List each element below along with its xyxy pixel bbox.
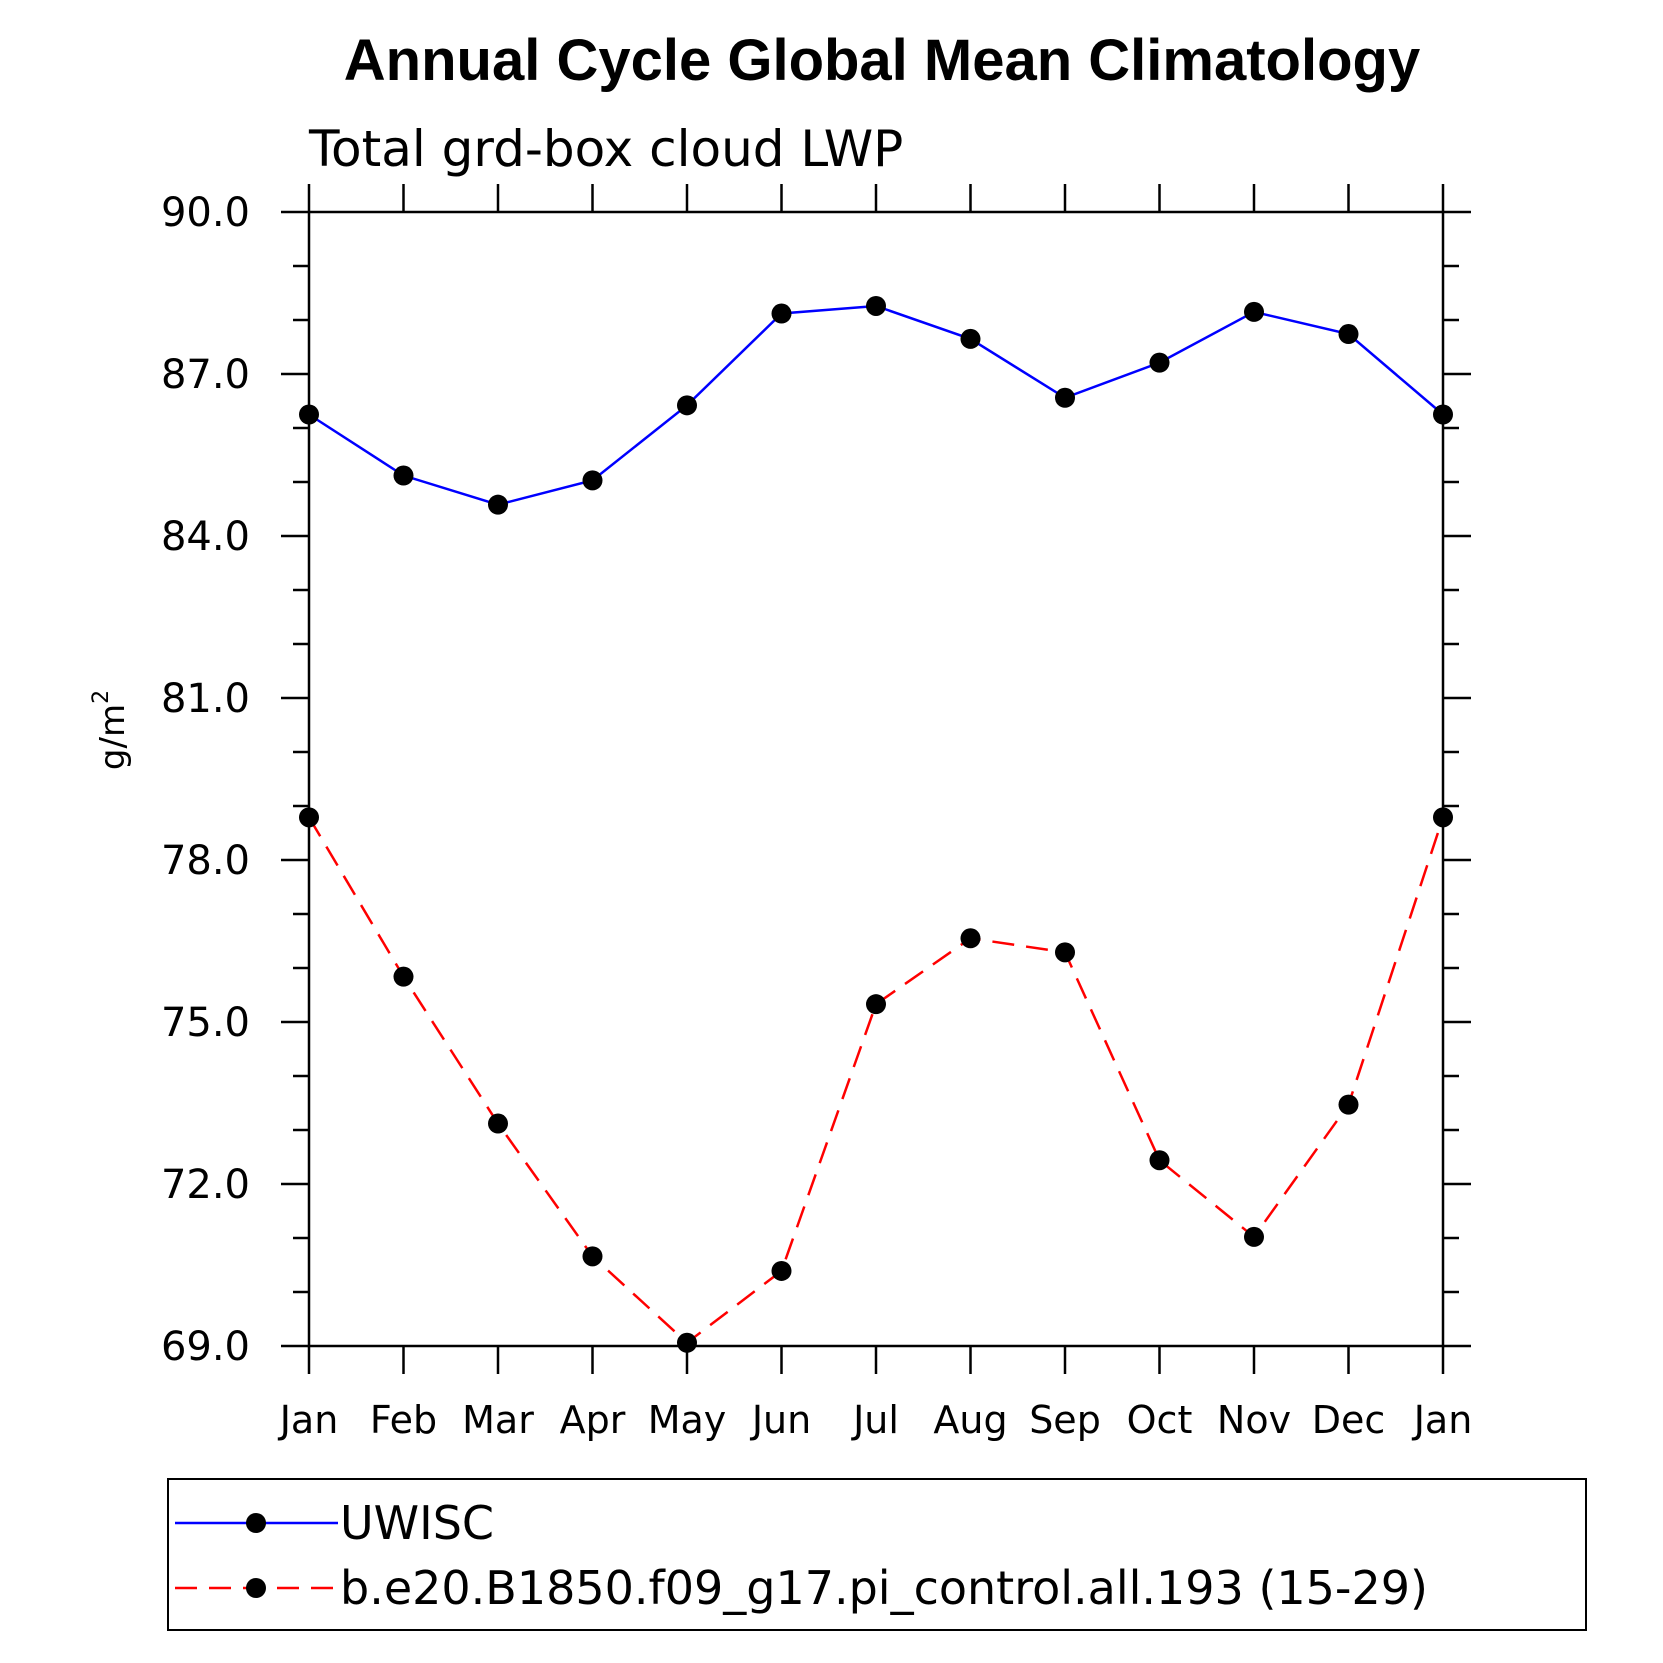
legend-label: b.e20.B1850.f09_g17.pi_control.all.193 (… [340, 1561, 1428, 1615]
legend-marker [246, 1578, 266, 1598]
x-tick-labels: Jan Feb Mar Apr May Jun Jul Aug Sep Oct Nov Dec Jan [278, 1398, 1473, 1442]
x-tick-label: Mar [462, 1398, 534, 1442]
data-point [866, 295, 886, 316]
y-tick-label: 87.0 [161, 352, 250, 398]
x-tick-label: Aug [933, 1398, 1007, 1442]
x-tick-label: Jan [1412, 1398, 1473, 1442]
series-line-1 [308, 304, 1444, 506]
data-point [1055, 942, 1075, 963]
data-point [1338, 324, 1359, 345]
x-tick-label: Apr [560, 1398, 626, 1442]
x-tick-label: Jun [750, 1398, 811, 1442]
y-tick-label: 72.0 [161, 1162, 250, 1208]
x-tick-label: Jul [851, 1398, 899, 1442]
x-tick-label: Nov [1217, 1398, 1291, 1442]
data-point [677, 395, 697, 416]
data-point [393, 966, 414, 987]
plot-frame [307, 210, 1445, 1348]
data-point [960, 928, 981, 949]
data-point [393, 465, 414, 486]
y-axis-label-group: g/m2 [89, 690, 133, 770]
series-layer [299, 295, 1453, 1353]
data-point [1244, 1226, 1264, 1247]
data-point [582, 1246, 603, 1267]
data-point [1244, 301, 1264, 322]
axis-ticks [281, 184, 1471, 1374]
data-point [1338, 1094, 1359, 1115]
legend-marker [246, 1513, 266, 1533]
chart-title: Annual Cycle Global Mean Climatology [344, 28, 1420, 93]
data-point [1433, 404, 1453, 425]
data-point [1149, 352, 1170, 373]
y-axis-label: g/m2 [89, 690, 133, 770]
data-point [299, 807, 319, 828]
x-tick-label: Oct [1127, 1398, 1193, 1442]
data-point [1149, 1150, 1170, 1171]
x-tick-label: Feb [370, 1398, 437, 1442]
data-point [771, 1260, 792, 1281]
data-point [771, 303, 792, 324]
x-tick-label: Jan [278, 1398, 339, 1442]
data-point [582, 470, 603, 491]
y-tick-labels: 90.0 87.0 84.0 81.0 78.0 75.0 72.0 69.0 [161, 190, 250, 1370]
series-line-2 [307, 816, 1445, 1345]
y-tick-label: 81.0 [161, 676, 250, 722]
y-tick-label: 69.0 [161, 1324, 250, 1370]
chart-subtitle: Total grd-box cloud LWP [308, 120, 903, 178]
x-tick-label: Dec [1312, 1398, 1386, 1442]
x-tick-label: May [648, 1398, 727, 1442]
data-point [866, 994, 886, 1015]
legend-box [167, 1478, 1587, 1631]
data-point [299, 404, 319, 425]
x-tick-label: Sep [1029, 1398, 1101, 1442]
data-point [1055, 387, 1075, 408]
y-tick-label: 75.0 [161, 1000, 250, 1046]
legend: UWISC b.e20.B1850.f09_g17.pi_control.all.… [167, 1478, 1587, 1631]
data-point [488, 494, 508, 515]
data-point [488, 1113, 508, 1134]
data-point [960, 328, 981, 349]
legend-label: UWISC [340, 1496, 494, 1550]
y-tick-label: 84.0 [161, 514, 250, 560]
y-tick-label: 90.0 [161, 190, 250, 236]
data-point [1433, 807, 1453, 828]
y-tick-label: 78.0 [161, 838, 250, 884]
data-point [677, 1332, 697, 1353]
